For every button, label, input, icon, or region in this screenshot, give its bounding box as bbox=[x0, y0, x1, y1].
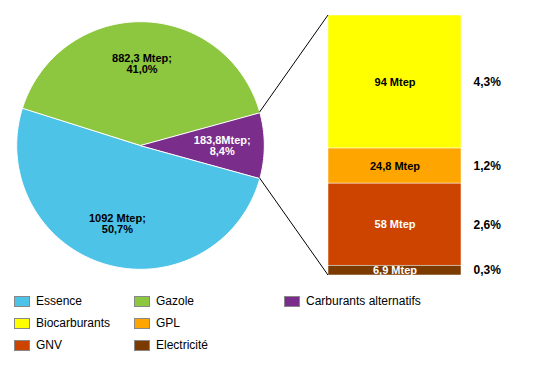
html-text:GPL: GPL bbox=[156, 316, 180, 330]
svg-text:94 Mtep: 94 Mtep bbox=[375, 76, 416, 88]
svg-text:0,3%: 0,3% bbox=[474, 263, 502, 277]
html-text:Essence: Essence bbox=[36, 294, 82, 308]
html-text:GNV: GNV bbox=[36, 338, 62, 352]
html-text:Electricité: Electricité bbox=[156, 338, 208, 352]
svg-text:2,6%: 2,6% bbox=[474, 218, 502, 232]
svg-text:4,3%: 4,3% bbox=[474, 75, 502, 89]
svg-text:183,8Mtep;8,4%: 183,8Mtep;8,4% bbox=[194, 134, 251, 157]
html-text:Carburants alternatifs: Carburants alternatifs bbox=[306, 294, 421, 308]
svg-text:882,3 Mtep;41,0%: 882,3 Mtep;41,0% bbox=[112, 52, 172, 75]
svg-text:58 Mtep: 58 Mtep bbox=[375, 218, 416, 230]
svg-text:6,9 Mtep: 6,9 Mtep bbox=[373, 264, 417, 276]
svg-text:1092 Mtep;50,7%: 1092 Mtep;50,7% bbox=[89, 212, 146, 235]
svg-text:24,8 Mtep: 24,8 Mtep bbox=[370, 160, 420, 172]
svg-text:1,2%: 1,2% bbox=[474, 159, 502, 173]
html-text:Gazole: Gazole bbox=[156, 294, 194, 308]
html-text:Biocarburants: Biocarburants bbox=[36, 316, 110, 330]
